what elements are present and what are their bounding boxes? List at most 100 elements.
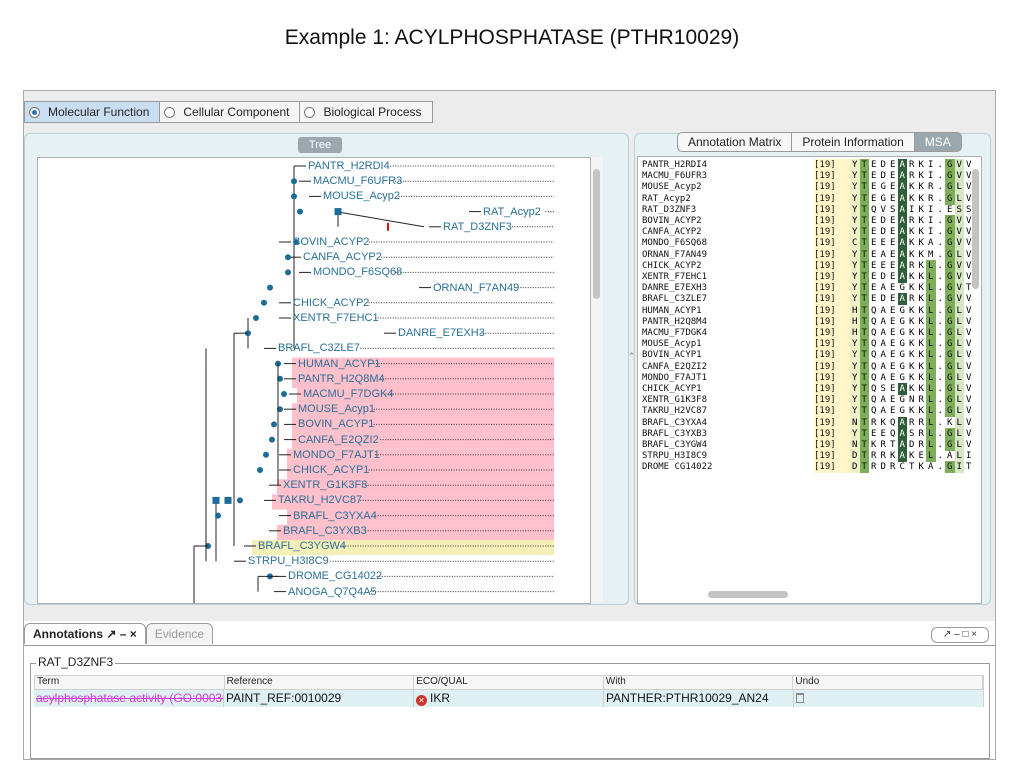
speciation-node[interactable] <box>269 436 275 443</box>
tree-leaf-label[interactable]: RAT_Acyp2 <box>483 205 541 218</box>
speciation-node[interactable] <box>291 178 297 185</box>
trash-icon[interactable] <box>796 693 804 703</box>
tree-scrollbar[interactable] <box>591 157 603 602</box>
tree-leaf-label[interactable]: MOUSE_Acyp1 <box>298 403 376 416</box>
speciation-node[interactable] <box>261 299 267 306</box>
msa-row[interactable]: MONDO_F7AJT1 [19] Y T Q A E G K K L. G L V <box>642 371 974 384</box>
msa-row[interactable]: BRAFL_C3YXB3 [19] Y T E E Q A S R L. G L V <box>642 427 974 440</box>
tree-leaf-label[interactable]: BRAFL_C3YXA4 <box>293 509 377 522</box>
tab-annotation-matrix[interactable]: Annotation Matrix <box>677 132 793 152</box>
msa-row[interactable]: MACMU_F7DGK4 [19] H T Q A E G K K L. G L V <box>642 327 974 339</box>
speciation-node[interactable] <box>257 467 263 473</box>
msa-row[interactable]: XENTR_F7EHC1 [19] Y T E D E A K K L. G V V <box>642 271 974 283</box>
tree-leaf-label[interactable]: BOVIN_ACYP2 <box>293 236 370 248</box>
tree-leaf-label[interactable]: BOVIN_ACYP1 <box>298 418 375 431</box>
msa-horizontal-scrollbar[interactable] <box>708 591 788 598</box>
speciation-node[interactable] <box>263 451 269 458</box>
tab-msa[interactable]: MSA <box>913 132 962 152</box>
radio-icon[interactable] <box>304 106 316 118</box>
tree-leaf-label[interactable]: RAT_D3ZNF3 <box>443 220 512 233</box>
duplication-node[interactable] <box>334 208 342 216</box>
window-controls[interactable]: ↗ – □ × <box>931 627 989 643</box>
msa-row[interactable]: MACMU_F6UFR3 [19] Y T E D E A R K I. G V V <box>642 170 974 183</box>
msa-row[interactable]: BRAFL_C3ZLE7 [19] Y T E D E A R K L. G V V <box>642 293 974 306</box>
msa-row[interactable]: CHICK_ACYP1 [19] Y T Q S E A K K L. G L V <box>642 383 974 395</box>
tree-leaf-label[interactable]: PANTR_H2Q8M4 <box>298 372 385 385</box>
splitter-handle-icon[interactable]: ⌃ <box>628 351 636 361</box>
msa-row[interactable]: RAT_D3ZNF3 [19] Y T Q V S A I K I. E S S <box>642 203 974 216</box>
speciation-node[interactable] <box>237 497 243 504</box>
tree-leaf-label[interactable]: MONDO_F7AJT1 <box>293 448 380 461</box>
msa-row[interactable]: CANFA_E2QZI2 [19] Y T Q A E G K K L. G L V <box>642 360 974 373</box>
tree-leaf-label[interactable]: CANFA_E2QZI2 <box>298 433 379 446</box>
speciation-node[interactable] <box>291 193 297 200</box>
tree-leaf-label[interactable]: STRPU_H3I8C9 <box>248 555 329 568</box>
speciation-node[interactable] <box>271 421 277 428</box>
msa-view[interactable]: PANTR_H2RDI4 [19] Y T E D E A R K I. G V V MACMU_F6UFR… <box>637 156 982 604</box>
msa-row[interactable]: ORNAN_F7AN49 [19] Y T E A E A K K M. G L V <box>642 248 974 261</box>
tree-leaf-label[interactable]: CHICK_ACYP1 <box>293 464 370 476</box>
tree-leaf-label[interactable]: MONDO_F6SQ68 <box>313 266 403 279</box>
speciation-node[interactable] <box>267 284 273 291</box>
msa-row[interactable]: CHICK_ACYP2 [19] Y T E E E A R K L. G V V <box>642 259 974 272</box>
msa-row[interactable]: CANFA_ACYP2 [19] Y T E D E A K K I. G V V <box>642 226 974 239</box>
duplication-node[interactable] <box>224 496 232 504</box>
tab-protein-information[interactable]: Protein Information <box>791 132 915 152</box>
duplication-node[interactable] <box>212 496 220 504</box>
msa-row[interactable]: PANTR_H2Q8M4 [19] H T Q A E G K K L. G L V <box>642 315 974 328</box>
msa-row[interactable]: XENTR_G1K3F8 [19] Y T Q A E G N R L. G L V <box>642 394 974 407</box>
tree-leaf-label[interactable]: MACMU_F7DGK4 <box>303 388 394 400</box>
msa-row[interactable]: BRAFL_C3YXA4 [19] N T R K Q A R R L. K L V <box>642 416 974 429</box>
column-header-undo[interactable]: Undo <box>793 676 983 689</box>
tab-biological-process[interactable]: Biological Process <box>299 101 433 123</box>
tree-leaf-label[interactable]: MOUSE_Acyp2 <box>323 190 401 203</box>
msa-row[interactable]: BOVIN_ACYP1 [19] Y T Q A E G K K L. G L V <box>642 349 974 362</box>
speciation-node[interactable] <box>285 254 291 261</box>
column-header-eco[interactable]: ECO/QUAL <box>414 676 604 689</box>
msa-row[interactable]: STRPU_H3I8C9 [19] D T R R K A K E L. A L I <box>642 450 974 463</box>
tree-scroll-thumb[interactable] <box>593 169 600 299</box>
tree-leaf-label[interactable]: DROME_CG14022 <box>288 570 383 583</box>
speciation-node[interactable] <box>281 391 287 397</box>
tree-canvas[interactable]: PANTR_H2RDI4 MACMU_F6UFR3 MOUSE_Acyp2 RAT_A… <box>37 157 591 604</box>
tree-leaf-label[interactable]: TAKRU_H2VC87 <box>278 494 363 507</box>
msa-row[interactable]: MOUSE_Acyp2 [19] Y T E G E A K K R. G L V <box>642 181 974 194</box>
tree-leaf-label[interactable]: BRAFL_C3ZLE7 <box>278 342 360 355</box>
tree-leaf-label[interactable]: XENTR_F7EHC1 <box>293 312 379 324</box>
msa-vertical-scrollbar[interactable] <box>972 169 979 289</box>
tab-molecular-function[interactable]: Molecular Function <box>24 101 161 123</box>
table-row[interactable]: acylphosphatase activity (GO:0003998) PA… <box>34 690 984 707</box>
msa-row[interactable]: HUMAN_ACYP1 [19] H T Q A E G K K L. G L V <box>642 304 974 317</box>
tree-leaf-label[interactable]: ORNAN_F7AN49 <box>433 281 520 294</box>
tree-leaf-label[interactable]: BRAFL_C3YGW4 <box>258 540 347 552</box>
speciation-node[interactable] <box>293 239 299 245</box>
msa-row[interactable]: DANRE_E7EXH3 [19] Y T E A E G K K L. G V T <box>642 282 974 295</box>
msa-row[interactable]: RAT_Acyp2 [19] Y T E G E A K K R. G L V <box>642 192 974 205</box>
msa-row[interactable]: BRAFL_C3YGW4 [19] N T K R T A D R L. G L V <box>642 439 974 451</box>
column-header-with[interactable]: With <box>604 676 794 689</box>
msa-row[interactable]: TAKRU_H2VC87 [19] Y T Q A E G K K L. G L V <box>642 405 974 418</box>
speciation-node[interactable] <box>285 269 291 276</box>
tab-evidence[interactable]: Evidence <box>145 623 214 644</box>
column-header-term[interactable]: Term <box>35 676 225 689</box>
speciation-node[interactable] <box>297 208 303 215</box>
column-header-reference[interactable]: Reference <box>225 676 415 689</box>
tree-leaf-label[interactable]: CANFA_ACYP2 <box>303 251 382 264</box>
term-link[interactable]: acylphosphatase activity (GO:0003998) <box>36 691 223 705</box>
tree-leaf-label[interactable]: HUMAN_ACYP1 <box>298 357 381 370</box>
tab-cellular-component[interactable]: Cellular Component <box>159 101 301 123</box>
speciation-node[interactable] <box>253 315 259 321</box>
tree-leaf-label[interactable]: BRAFL_C3YXB3 <box>283 524 367 537</box>
msa-row[interactable]: MOUSE_Acyp1 [19] Y T Q A E G K K L. G L V <box>642 338 974 351</box>
tree-leaf-label[interactable]: CHICK_ACYP2 <box>293 296 370 309</box>
tree-leaf-label[interactable]: MACMU_F6UFR3 <box>313 175 403 188</box>
tree-leaf-label[interactable]: XENTR_G1K3F8 <box>283 479 368 492</box>
msa-row[interactable]: MONDO_F6SQ68 [19] C T E E E A K K A. G V V <box>642 237 974 250</box>
tree-leaf-label[interactable]: DANRE_E7EXH3 <box>398 327 485 340</box>
msa-row[interactable]: BOVIN_ACYP2 [19] Y T E D E A R K I. G V V <box>642 215 974 227</box>
radio-selected-icon[interactable] <box>29 106 40 118</box>
tab-annotations[interactable]: Annotations ↗ – × <box>24 623 146 644</box>
tree-leaf-label[interactable]: PANTR_H2RDI4 <box>308 160 390 172</box>
speciation-node[interactable] <box>215 512 221 519</box>
msa-row[interactable]: DROME CG14022 [19] D T R D R C T K A. G I T <box>642 461 974 474</box>
